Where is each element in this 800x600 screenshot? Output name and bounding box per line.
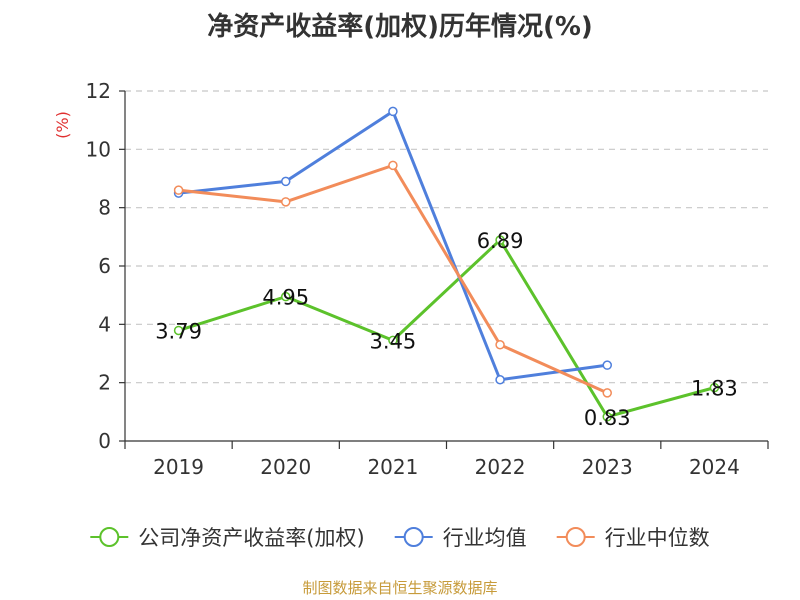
chart-title: 净资产收益率(加权)历年情况(%) [207, 11, 593, 42]
x-tick-label: 2021 [367, 455, 418, 479]
series-line [178, 238, 715, 419]
legend-label: 公司净资产收益率(加权) [138, 526, 364, 550]
data-point[interactable] [602, 412, 612, 422]
data-point[interactable] [709, 382, 720, 393]
data-label: 6.89 [477, 229, 524, 253]
data-point[interactable] [495, 375, 505, 385]
legend-marker[interactable] [403, 527, 424, 547]
y-tick-label: 12 [86, 79, 111, 103]
y-tick-label: 2 [98, 371, 111, 395]
x-tick-label: 2019 [153, 455, 204, 479]
data-label: 3.79 [155, 319, 202, 343]
data-point[interactable] [602, 388, 612, 398]
data-point[interactable] [281, 176, 291, 187]
data-point[interactable] [388, 106, 398, 117]
legend-marker[interactable] [99, 527, 120, 547]
data-label: 1.83 [691, 377, 738, 401]
data-point[interactable] [495, 235, 505, 245]
y-axis-unit: (%) [53, 111, 72, 139]
data-point[interactable] [602, 360, 612, 370]
data-label: 0.83 [584, 406, 631, 430]
y-tick-label: 4 [98, 312, 111, 336]
x-tick-label: 2023 [582, 455, 633, 479]
y-tick-label: 0 [98, 429, 111, 453]
data-label: 3.45 [370, 329, 417, 353]
data-point[interactable] [495, 340, 505, 350]
grid-lines [125, 90, 768, 384]
axes: 0 2 4 6 8 10 12 2019 2020 2021 2022 2023 2024 [86, 79, 769, 479]
legend-marker[interactable] [565, 527, 586, 547]
y-tick-label: 10 [86, 137, 111, 161]
series-layer [173, 106, 720, 422]
x-tick-label: 2022 [475, 455, 526, 479]
data-point[interactable] [281, 291, 291, 302]
series-line [178, 163, 608, 395]
data-label: 4.95 [262, 286, 309, 310]
legend-label: 行业中位数 [605, 526, 710, 550]
legend[interactable]: 公司净资产收益率(加权) 行业均值 行业中位数 [90, 526, 710, 550]
x-tick-label: 2020 [260, 455, 311, 479]
y-tick-label: 6 [98, 254, 111, 278]
data-point[interactable] [173, 185, 184, 195]
x-tick-label: 2024 [689, 455, 740, 479]
data-point[interactable] [388, 335, 398, 346]
data-labels: 3.79 4.95 3.45 6.89 0.83 1.83 [155, 229, 738, 430]
data-point[interactable] [173, 325, 184, 336]
data-point[interactable] [281, 197, 291, 207]
data-point[interactable] [388, 160, 398, 171]
source-note: 制图数据来自恒生聚源数据库 [302, 579, 497, 597]
y-tick-label: 8 [98, 196, 111, 220]
legend-label: 行业均值 [443, 526, 527, 550]
